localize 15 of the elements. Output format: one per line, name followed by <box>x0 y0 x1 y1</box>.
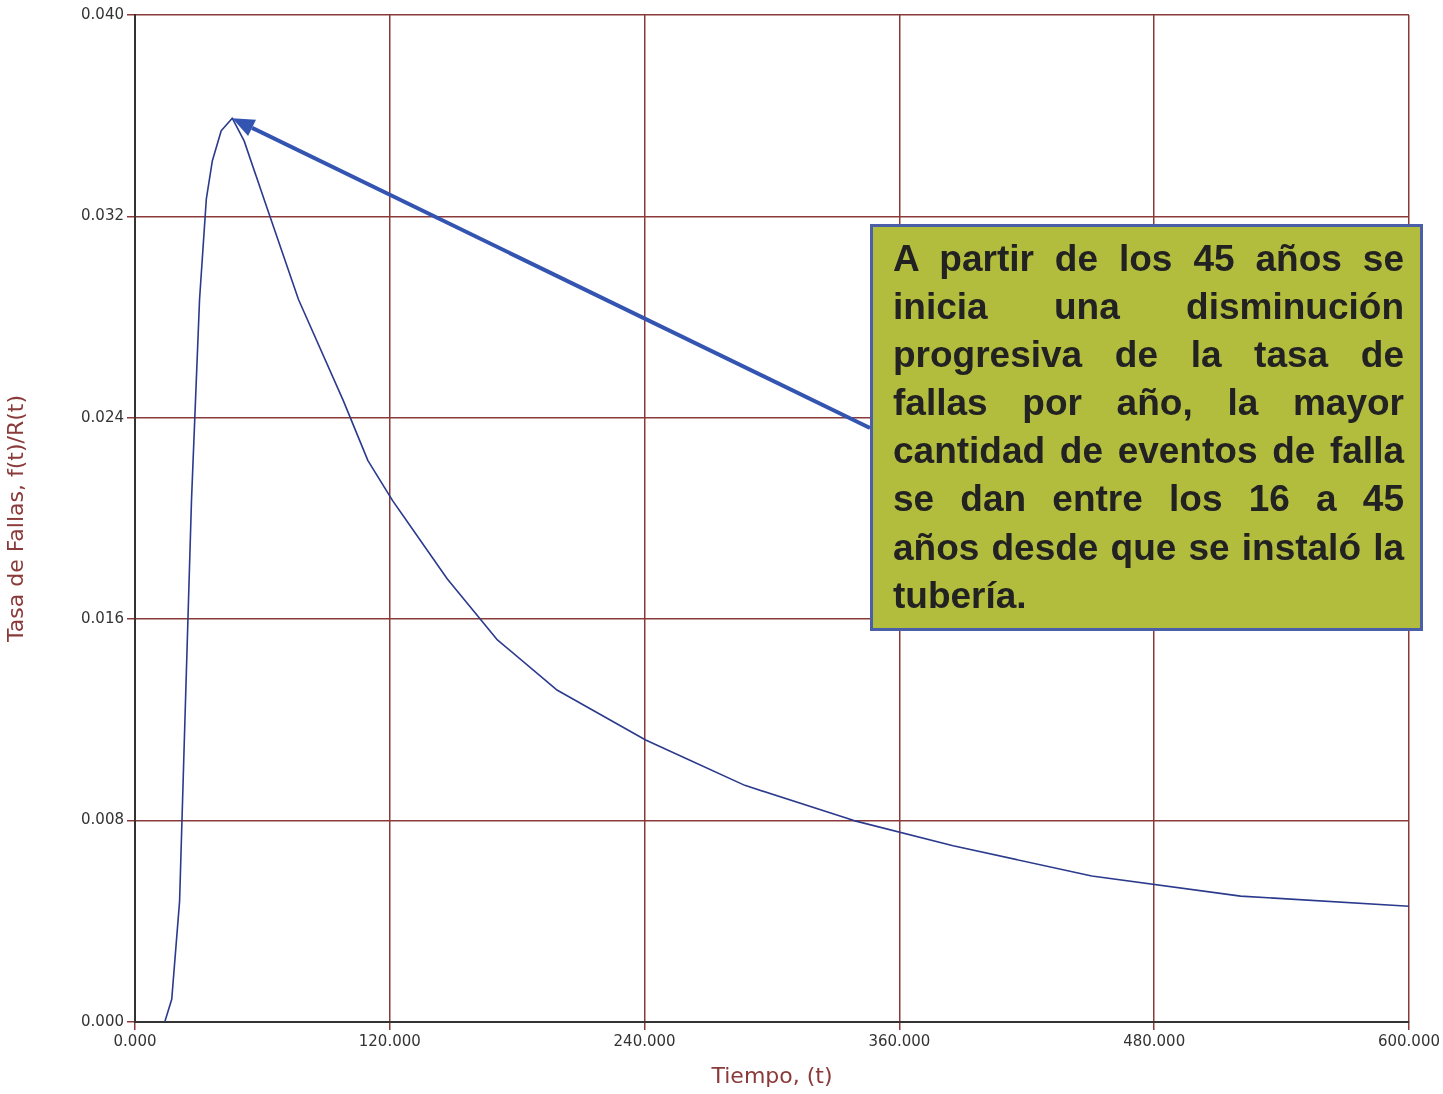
annotation: A partir de los 45 años se inicia una disminución progresiva de la tasa de fallas por año, la mayor cantidad de eventos de falla se dan entre los 16 a 45 años desde que se instaló la tubería. <box>870 224 1423 631</box>
x-tick-label: 360.000 <box>868 1031 931 1050</box>
x-tick-label: 240.000 <box>613 1031 676 1050</box>
y-axis-title: Tasa de Fallas, f(t)/R(t) <box>2 394 28 644</box>
y-tick-label: 0.032 <box>81 206 124 225</box>
x-axis-title: Tiempo, (t) <box>710 1062 833 1088</box>
x-tick-label: 120.000 <box>358 1031 421 1050</box>
x-tick-label: 0.000 <box>113 1031 157 1050</box>
y-tick-label: 0.016 <box>81 609 124 628</box>
y-tick-label: 0.024 <box>81 407 124 426</box>
x-tick-label: 480.000 <box>1123 1031 1186 1050</box>
y-tick-label: 0.008 <box>81 810 124 829</box>
x-tick-label: 600.000 <box>1377 1031 1440 1050</box>
y-tick-label: 0.000 <box>81 1011 124 1030</box>
y-tick-label: 0.040 <box>81 4 124 23</box>
